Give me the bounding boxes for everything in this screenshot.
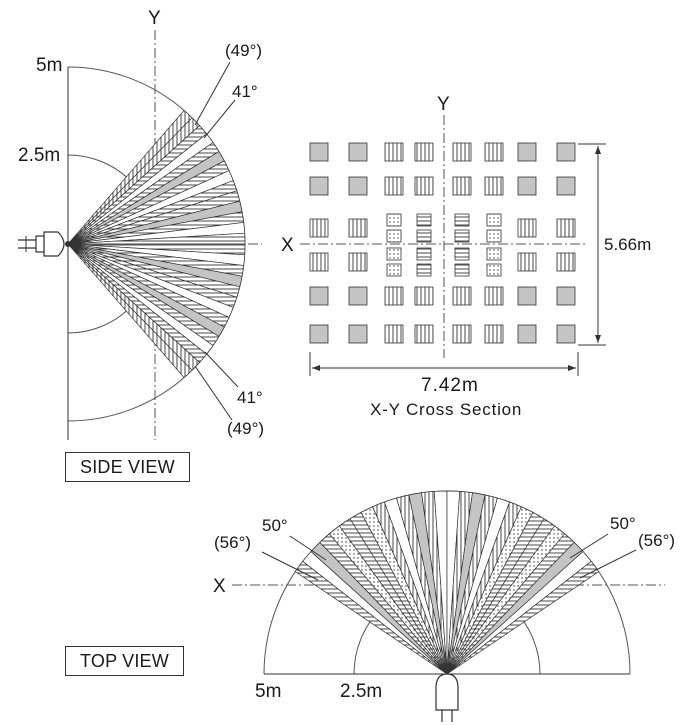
side-sensor-icon bbox=[18, 231, 65, 257]
cross-section-cell bbox=[517, 176, 537, 196]
cross-section-cell bbox=[386, 213, 402, 227]
cross-section-cell bbox=[486, 263, 502, 277]
cross-section-cell bbox=[486, 213, 502, 227]
cross-section-cell bbox=[386, 229, 402, 243]
top-view: X 5m 2.5m 50° (56°) 50° (56°) bbox=[213, 490, 675, 722]
side-radius-outer-label: 5m bbox=[36, 55, 62, 76]
cross-section-cell bbox=[348, 286, 368, 306]
cross-section-cell bbox=[452, 142, 472, 162]
top-leader-50-right bbox=[569, 533, 609, 559]
top-angle-inner-left: 50° bbox=[262, 516, 288, 535]
cross-section-cell bbox=[452, 286, 472, 306]
cross-section-cell bbox=[556, 286, 576, 306]
side-axis-x-label: X bbox=[281, 235, 294, 256]
side-axis-y-label: Y bbox=[148, 8, 161, 29]
side-angle-inner-top: 41° bbox=[232, 82, 258, 101]
cross-section-cell bbox=[416, 229, 432, 243]
side-view-title: SIDE VIEW bbox=[65, 452, 190, 482]
cross-section-cell bbox=[309, 252, 329, 272]
cross-section-cell bbox=[416, 263, 432, 277]
cross-caption: X-Y Cross Section bbox=[370, 400, 522, 419]
cross-section-cell bbox=[484, 142, 504, 162]
cross-section-cell bbox=[517, 252, 537, 272]
cross-section-cell bbox=[484, 176, 504, 196]
top-angle-outer-right: (56°) bbox=[638, 531, 675, 550]
top-leader-56-right bbox=[579, 549, 637, 579]
top-radius-outer-label: 5m bbox=[255, 681, 281, 702]
cross-section-cell bbox=[309, 218, 329, 238]
top-sensor-icon bbox=[435, 673, 459, 722]
cross-section-cell bbox=[348, 252, 368, 272]
cross-section-cell bbox=[348, 218, 368, 238]
cross-section-cell bbox=[309, 142, 329, 162]
cross-section-cell bbox=[454, 229, 470, 243]
cross-section-cell bbox=[414, 176, 434, 196]
cross-section-cell bbox=[384, 176, 404, 196]
cross-section-cell bbox=[309, 176, 329, 196]
cross-section-cell bbox=[517, 142, 537, 162]
cross-section-cell bbox=[452, 324, 472, 344]
top-detection-fan bbox=[294, 490, 600, 675]
cross-section-cell bbox=[517, 218, 537, 238]
cross-section-cell bbox=[454, 247, 470, 261]
cross-section: Y 5.66m 7.42m X-Y Cross Section bbox=[300, 94, 651, 419]
cross-section-cell bbox=[384, 286, 404, 306]
cross-section-cell bbox=[556, 218, 576, 238]
top-leader-50-left bbox=[289, 535, 327, 561]
cross-section-cell bbox=[309, 324, 329, 344]
top-leader-56-left bbox=[261, 551, 319, 581]
side-view: Y X 5m 2.5m (49°) 41° 41° (49°) bbox=[18, 8, 294, 440]
cross-section-cell bbox=[517, 286, 537, 306]
cross-section-cell bbox=[414, 142, 434, 162]
cross-section-cell bbox=[452, 176, 472, 196]
cross-section-cell bbox=[556, 252, 576, 272]
cross-section-cell bbox=[454, 213, 470, 227]
cross-section-cell bbox=[414, 324, 434, 344]
cross-section-cell bbox=[556, 324, 576, 344]
side-fan-wedge-lower bbox=[67, 243, 193, 379]
side-angle-outer-bottom: (49°) bbox=[227, 419, 264, 438]
cross-width-label: 7.42m bbox=[421, 375, 479, 396]
top-view-title: TOP VIEW bbox=[65, 646, 184, 676]
cross-section-cell bbox=[484, 286, 504, 306]
cross-height-label: 5.66m bbox=[604, 235, 651, 254]
side-angle-inner-bottom: 41° bbox=[237, 388, 263, 407]
cross-section-cell bbox=[384, 142, 404, 162]
cross-section-cell bbox=[348, 176, 368, 196]
side-leader-41-top bbox=[203, 99, 236, 139]
top-axis-x-label: X bbox=[213, 576, 226, 597]
cross-section-cell bbox=[556, 142, 576, 162]
cross-width-dimension bbox=[309, 352, 579, 376]
top-radius-inner-label: 2.5m bbox=[340, 681, 382, 702]
cross-axis-y-label: Y bbox=[437, 94, 450, 115]
cross-height-dimension bbox=[578, 143, 606, 346]
cross-section-grid bbox=[309, 142, 576, 344]
side-leader-41-bottom bbox=[204, 351, 239, 388]
cross-section-cell bbox=[416, 213, 432, 227]
cross-section-cell bbox=[309, 286, 329, 306]
cross-section-cell bbox=[348, 324, 368, 344]
cross-section-cell bbox=[416, 247, 432, 261]
top-fan-wedge-right bbox=[446, 560, 600, 675]
side-angle-outer-top: (49°) bbox=[225, 41, 262, 60]
cross-section-cell bbox=[386, 247, 402, 261]
side-leader-49-top bbox=[194, 61, 231, 126]
cross-section-cell bbox=[484, 324, 504, 344]
top-angle-inner-right: 50° bbox=[610, 514, 636, 533]
side-leader-49-bottom bbox=[194, 365, 233, 421]
side-detection-fan bbox=[65, 109, 246, 379]
side-fan-origin bbox=[65, 241, 71, 247]
cross-section-cell bbox=[486, 247, 502, 261]
top-angle-outer-left: (56°) bbox=[214, 533, 251, 552]
cross-section-cell bbox=[414, 286, 434, 306]
cross-section-cell bbox=[486, 229, 502, 243]
cross-section-cell bbox=[384, 324, 404, 344]
cross-section-cell bbox=[454, 263, 470, 277]
side-radius-inner-label: 2.5m bbox=[18, 145, 60, 166]
cross-section-cell bbox=[386, 263, 402, 277]
cross-section-cell bbox=[517, 324, 537, 344]
cross-section-cell bbox=[556, 176, 576, 196]
cross-section-cell bbox=[348, 142, 368, 162]
